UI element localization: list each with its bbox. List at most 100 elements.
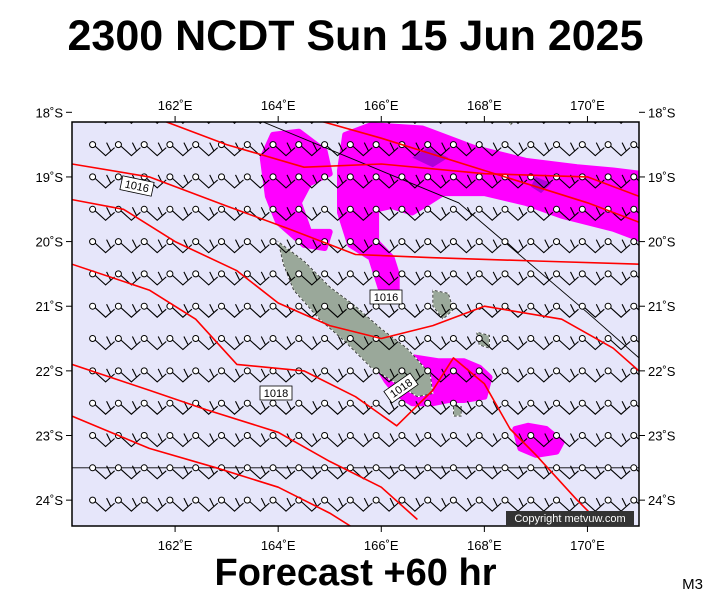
wind-barb: [218, 496, 244, 512]
lat-tick-label-left: 18˚S: [36, 105, 64, 120]
isobar-line: [320, 122, 639, 223]
lon-tick-label-top: 166˚E: [364, 98, 399, 113]
map-frame: [71, 121, 640, 527]
wind-barb-layer: [89, 122, 639, 512]
wind-barb: [424, 238, 451, 254]
wind-barb: [192, 367, 219, 383]
wind-barb: [89, 335, 115, 351]
wind-barb: [269, 399, 296, 415]
wind-barb: [321, 141, 347, 157]
isobar-line: [164, 122, 639, 198]
wind-barb: [630, 367, 639, 376]
wind-barb: [140, 496, 167, 512]
wind-barb: [321, 335, 347, 351]
wind-barb: [192, 464, 219, 480]
wind-barb: [89, 399, 115, 415]
wind-barb: [449, 173, 476, 189]
wind-barb: [501, 238, 528, 254]
wind-barb: [269, 302, 296, 318]
isobar-label-text: 1016: [124, 179, 150, 196]
wind-barb: [243, 238, 270, 254]
wind-barb: [192, 496, 219, 512]
wind-barb: [243, 173, 270, 189]
wind-barb: [218, 205, 244, 222]
wind-barb: [166, 141, 193, 157]
wind-barb: [553, 432, 579, 448]
wind-barb: [449, 432, 476, 448]
wind-barb: [218, 399, 244, 415]
rain-area: [512, 422, 565, 458]
wind-barb: [501, 367, 528, 383]
wind-barb: [218, 270, 244, 286]
wind-barb: [553, 367, 579, 383]
wind-barb: [103, 122, 108, 125]
wind-barb: [398, 270, 425, 286]
wind-barb: [218, 464, 244, 480]
wind-barb: [398, 496, 425, 512]
wind-barb: [527, 432, 554, 448]
wind-barb: [243, 141, 270, 157]
wind-barb: [192, 302, 219, 318]
wind-barb: [372, 464, 399, 480]
wind-barb: [424, 173, 451, 189]
copyright-text: Copyright metvuw.com: [514, 513, 625, 525]
lon-tick-label-bottom: 166˚E: [364, 538, 399, 553]
wind-barb: [295, 205, 322, 222]
wind-barb: [192, 205, 219, 222]
wind-barb: [527, 367, 554, 383]
wind-barb: [398, 238, 425, 254]
wind-barb: [604, 302, 631, 318]
wind-barb: [283, 122, 289, 125]
wind-barb: [604, 464, 631, 480]
wind-barb: [424, 367, 451, 383]
wind-barb: [398, 464, 425, 480]
wind-barb: [192, 335, 219, 351]
wind-barb: [89, 496, 115, 512]
wind-barb: [321, 367, 347, 383]
wind-barb: [578, 141, 605, 157]
wind-barb: [269, 238, 296, 254]
wind-barb: [398, 302, 425, 318]
wind-barb: [114, 302, 141, 318]
wind-barb: [114, 238, 141, 254]
wind-barb: [114, 399, 141, 415]
wind-barb: [604, 173, 631, 189]
wind-barb: [89, 173, 115, 189]
wind-barb: [166, 335, 193, 351]
wind-barb: [269, 141, 296, 157]
wind-barb: [372, 173, 399, 189]
wind-barb: [449, 205, 476, 222]
isobar-label-text: 1016: [374, 292, 398, 304]
wind-barb: [578, 399, 605, 415]
lon-tick-label-bottom: 162˚E: [158, 538, 193, 553]
wind-barb: [309, 122, 315, 125]
isobar-label: 1018: [259, 385, 293, 401]
lat-tick-label-right: 23˚S: [648, 429, 676, 444]
wind-barb: [321, 432, 347, 448]
wind-barb: [372, 270, 399, 286]
wind-barb: [372, 141, 399, 157]
wind-barb: [269, 432, 296, 448]
wind-barb: [346, 335, 373, 351]
lat-tick-label-right: 24˚S: [648, 493, 676, 508]
isobar-line: [72, 198, 639, 372]
wind-barb: [269, 270, 296, 286]
wind-barb: [398, 335, 425, 351]
wind-barb: [578, 205, 605, 222]
wind-barb: [295, 464, 322, 480]
wind-barb: [218, 302, 244, 318]
wind-barb: [129, 122, 134, 125]
wind-barb: [346, 496, 373, 512]
wind-barb: [489, 122, 495, 125]
wind-barb: [218, 367, 244, 383]
wind-barb: [501, 141, 528, 157]
wind-barb: [449, 496, 476, 512]
model-code: M3: [682, 576, 703, 593]
wind-barb: [449, 270, 476, 286]
isobar-label: 1016: [369, 289, 403, 305]
axis-layer: 162˚E 162˚E 164˚E 164˚E 166˚E 166˚E 168˚E 168˚E…: [36, 98, 676, 553]
wind-barb: [243, 464, 270, 480]
wind-barb: [553, 399, 579, 415]
wind-barb: [243, 367, 270, 383]
